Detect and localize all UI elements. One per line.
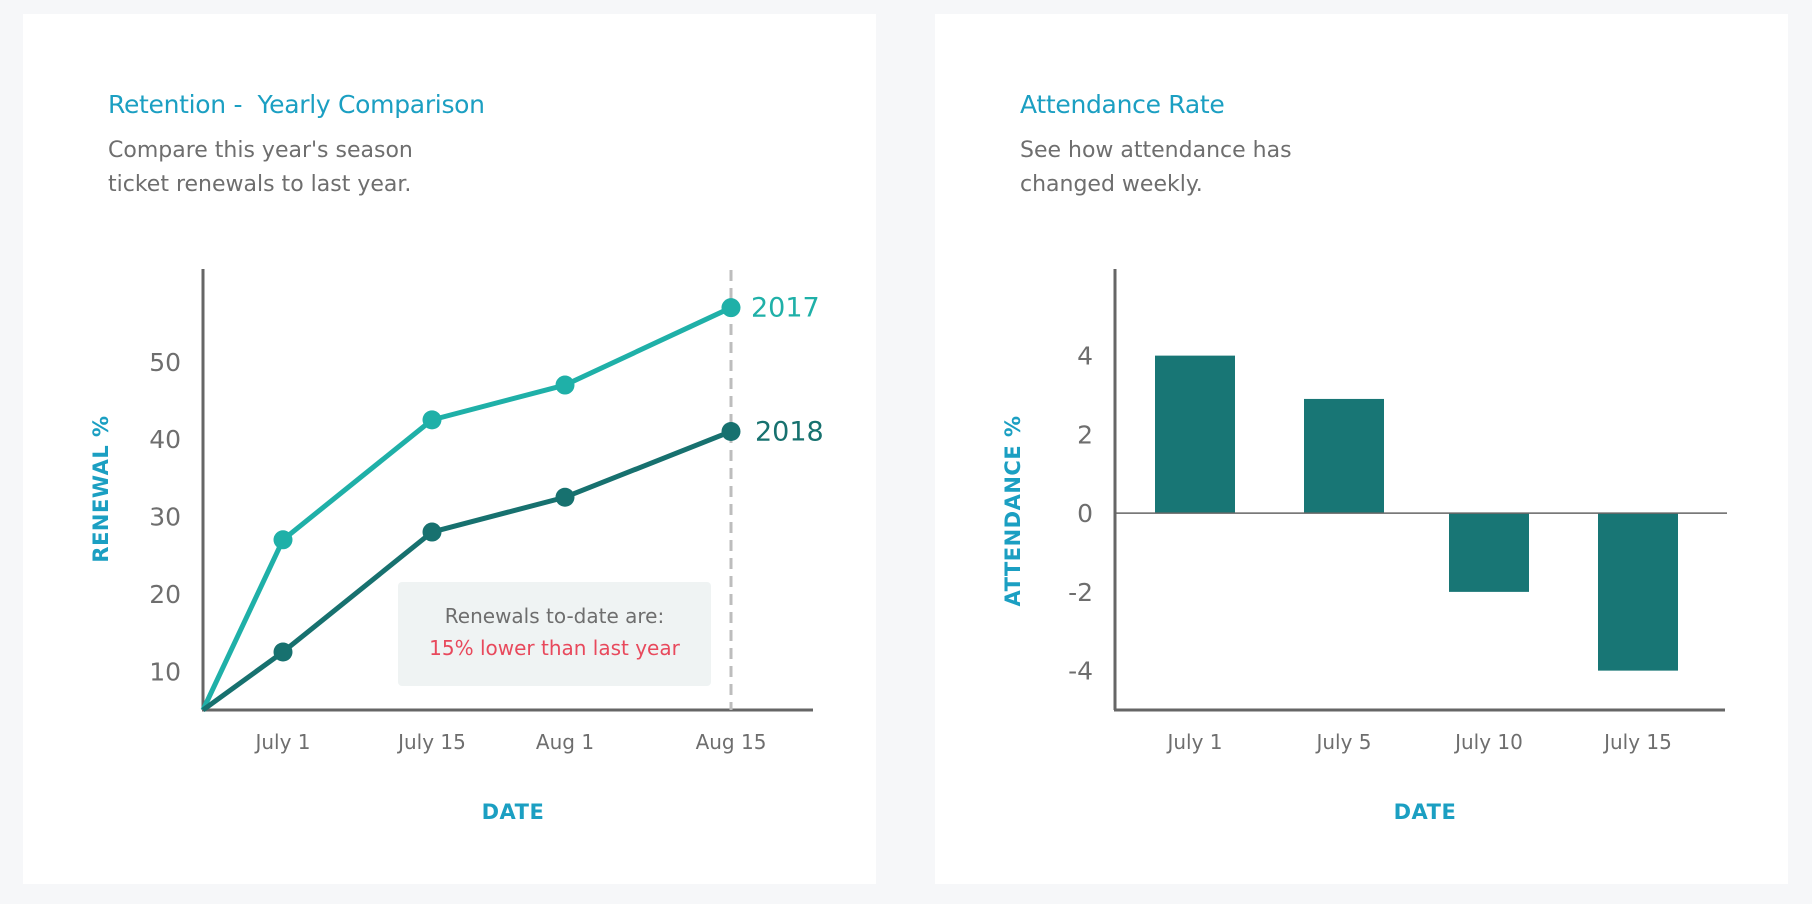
bar <box>1598 513 1678 671</box>
y-tick-label: 40 <box>149 425 181 454</box>
data-point-2018 <box>721 421 741 441</box>
y-axis-title: ATTENDANCE % <box>1001 415 1025 606</box>
x-tick-label: Aug 1 <box>536 730 594 754</box>
attendance-title: Attendance Rate <box>1020 90 1225 119</box>
bar <box>1155 355 1235 514</box>
x-tick-label: July 15 <box>1602 730 1672 754</box>
attendance-description: See how attendance has changed weekly. <box>1020 138 1292 197</box>
x-tick-label: July 15 <box>396 730 466 754</box>
series-label-2018: 2018 <box>755 416 824 447</box>
y-tick-label: 20 <box>149 580 181 609</box>
retention-line-chart: 10 20 30 40 50 July 1 July 15 Aug 1 Aug 15 RENEWA… <box>89 269 824 824</box>
retention-description: Compare this year's season ticket renewa… <box>108 138 413 197</box>
y-tick-label: 10 <box>149 657 181 686</box>
x-tick-label: July 10 <box>1453 730 1523 754</box>
data-point-2018 <box>273 642 293 662</box>
x-axis-title: DATE <box>482 800 545 824</box>
x-tick-label: July 5 <box>1314 730 1371 754</box>
series-label-2017: 2017 <box>751 293 820 324</box>
attendance-card: Attendance Rate See how attendance has c… <box>935 14 1788 884</box>
renewals-callout: Renewals to-date are: 15% lower than las… <box>398 582 711 686</box>
y-axis-title: RENEWAL % <box>89 415 113 562</box>
y-tick-label: -2 <box>1068 578 1093 607</box>
x-axis-title: DATE <box>1394 800 1457 824</box>
callout-highlight: 15% lower than last year <box>429 636 680 660</box>
y-tick-label: 4 <box>1077 342 1093 371</box>
data-point-2018 <box>555 487 575 507</box>
data-point-2018 <box>422 522 442 542</box>
data-point-2017 <box>422 410 442 430</box>
x-tick-label: Aug 15 <box>696 730 767 754</box>
data-point-2017 <box>555 375 575 395</box>
y-tick-label: -4 <box>1068 657 1093 686</box>
callout-text: Renewals to-date are: <box>444 604 665 628</box>
y-tick-label: 0 <box>1077 499 1093 528</box>
bar <box>1304 398 1384 514</box>
y-tick-label: 30 <box>149 503 181 532</box>
x-tick-label: July 1 <box>1165 730 1222 754</box>
bar <box>1449 513 1529 592</box>
retention-title: Retention - Yearly Comparison <box>108 90 485 119</box>
retention-card: Retention - Yearly Comparison Compare th… <box>23 14 876 884</box>
data-point-2017 <box>273 530 293 550</box>
x-tick-label: July 1 <box>253 730 310 754</box>
y-tick-label: 2 <box>1077 420 1093 449</box>
attendance-bar-chart: 4 2 0 -2 -4 July 1 July 5 July 10 July 15 ATTENDA… <box>1001 269 1727 824</box>
y-tick-label: 50 <box>149 348 181 377</box>
data-point-2017 <box>721 298 741 318</box>
